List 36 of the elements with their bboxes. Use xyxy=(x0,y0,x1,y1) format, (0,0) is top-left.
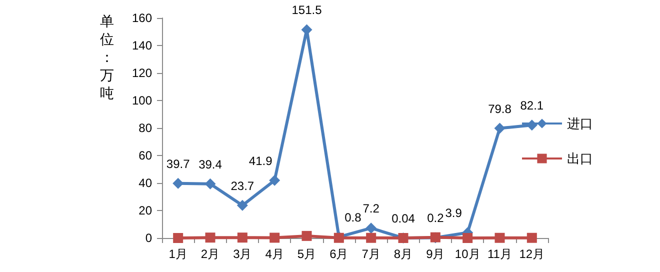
x-tick-label: 10月 xyxy=(454,247,480,261)
data-label: 79.8 xyxy=(488,102,512,116)
x-tick-label: 11月 xyxy=(488,247,512,261)
y-tick-label: 160 xyxy=(132,11,152,25)
x-tick-label: 7月 xyxy=(362,247,380,261)
x-tick-label: 8月 xyxy=(394,247,413,261)
x-tick-label: 6月 xyxy=(330,247,348,261)
legend-label: 进口 xyxy=(567,116,593,131)
x-tick-label: 9月 xyxy=(426,247,445,261)
y-axis-title: 单位：万吨 xyxy=(100,13,114,101)
y-tick-label: 60 xyxy=(138,148,152,162)
x-tick-label: 2月 xyxy=(200,247,220,261)
y-tick-label: 20 xyxy=(138,204,152,218)
x-tick-label: 3月 xyxy=(233,247,252,261)
data-label: 82.1 xyxy=(520,98,544,113)
x-tick-label: 4月 xyxy=(265,247,284,261)
data-label: 0.2 xyxy=(427,211,444,226)
x-tick-label: 1月 xyxy=(168,247,188,261)
data-label: 23.7 xyxy=(230,178,254,193)
data-label: 41.9 xyxy=(248,154,273,168)
y-tick-label: 120 xyxy=(132,66,152,80)
y-tick-label: 0 xyxy=(145,231,152,245)
data-label: 39.7 xyxy=(166,156,190,171)
x-tick-label: 5月 xyxy=(297,247,316,261)
y-tick-label: 140 xyxy=(132,38,152,52)
legend-label: 出口 xyxy=(567,151,593,166)
y-tick-label: 80 xyxy=(138,121,152,135)
y-tick-label: 40 xyxy=(138,176,152,190)
data-label: 7.2 xyxy=(362,202,380,216)
y-tick-label: 100 xyxy=(132,94,152,108)
x-tick-label: 12月 xyxy=(519,247,545,261)
data-label: 0.04 xyxy=(392,211,416,226)
data-label: 3.9 xyxy=(445,206,462,220)
data-label: 39.4 xyxy=(198,157,222,172)
data-label: 0.8 xyxy=(344,210,362,224)
data-label: 151.5 xyxy=(292,3,322,18)
